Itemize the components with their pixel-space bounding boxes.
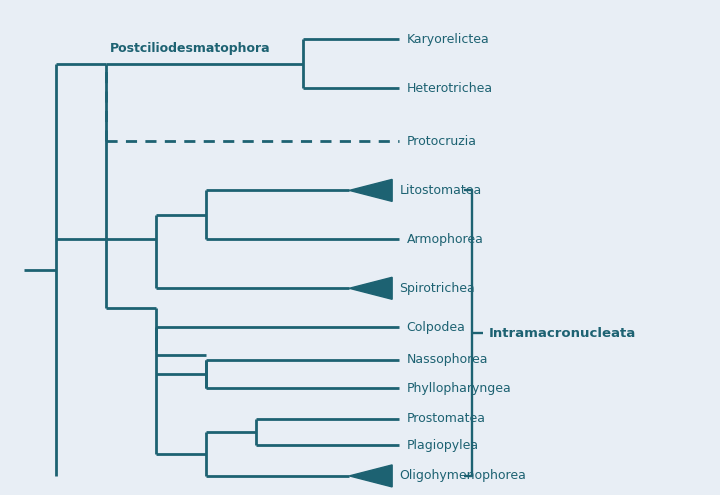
Text: Postciliodesmatophora: Postciliodesmatophora [110, 42, 271, 55]
Text: Plagiopylea: Plagiopylea [406, 439, 479, 452]
Text: Nassophorea: Nassophorea [406, 353, 488, 366]
Text: Oligohymenophorea: Oligohymenophorea [400, 469, 526, 483]
Text: Phyllopharyngea: Phyllopharyngea [406, 382, 511, 395]
Polygon shape [349, 277, 392, 299]
Text: Prostomatea: Prostomatea [406, 412, 485, 425]
Text: Spirotrichea: Spirotrichea [400, 282, 475, 295]
Text: Colpodea: Colpodea [406, 321, 465, 334]
Text: Heterotrichea: Heterotrichea [406, 82, 492, 95]
Text: Protocruzia: Protocruzia [406, 135, 477, 148]
Polygon shape [349, 465, 392, 487]
Text: Litostomatea: Litostomatea [400, 184, 482, 197]
Polygon shape [349, 179, 392, 201]
Text: Karyorelictea: Karyorelictea [406, 33, 489, 46]
Text: Armophorea: Armophorea [406, 233, 483, 246]
Text: Intramacronucleata: Intramacronucleata [489, 327, 636, 340]
